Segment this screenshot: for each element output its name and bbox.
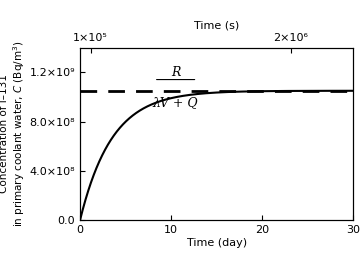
X-axis label: Time (day): Time (day): [186, 238, 247, 248]
Text: λV + Q: λV + Q: [153, 96, 198, 109]
Text: R: R: [171, 66, 180, 79]
Y-axis label: Concentration of I–131
in primary coolant water, $C$ (Bq/m$^3$): Concentration of I–131 in primary coolan…: [0, 41, 27, 227]
X-axis label: Time (s): Time (s): [194, 21, 239, 31]
